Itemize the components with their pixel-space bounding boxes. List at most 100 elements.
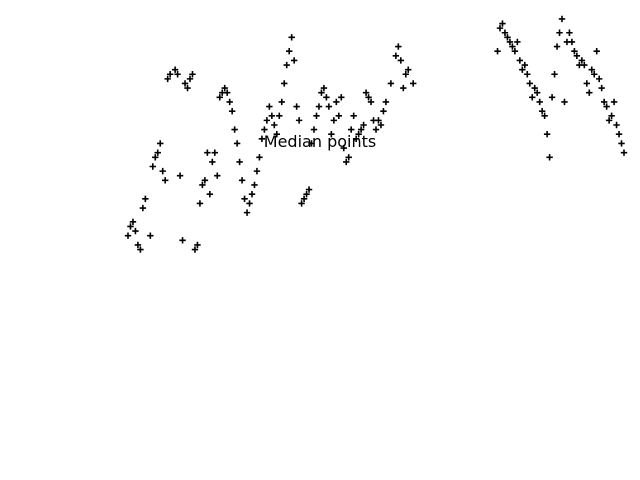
data-point [372,126,380,133]
data-point [571,47,578,55]
data-point [360,121,367,129]
data-point [352,135,360,143]
data-point [300,195,308,202]
data-point [162,177,169,184]
data-point [124,232,132,239]
data-point [380,107,387,115]
data-point [166,71,174,78]
data-point [295,117,303,124]
data-point [402,71,409,78]
data-point [335,112,342,119]
data-point [543,131,551,138]
data-point [323,94,330,101]
data-point [189,71,196,78]
data-point [206,190,214,198]
data-point [261,126,268,133]
data-point [536,98,543,106]
data-point [620,149,628,156]
data-point [365,94,372,101]
data-point [228,107,236,115]
data-point [276,112,283,119]
data-point [382,98,390,106]
data-point [199,181,206,189]
data-point [137,246,144,253]
data-point [509,43,516,50]
data-point [618,140,625,147]
data-point [221,84,228,92]
data-point [608,112,615,119]
data-point [573,52,581,59]
data-point [233,140,241,147]
data-point [387,80,395,87]
data-point [132,227,139,235]
data-point [600,98,608,106]
data-point [231,126,238,133]
data-point [377,121,385,129]
data-point [157,140,164,147]
data-point [343,158,350,166]
data-point [298,200,305,207]
data-point [526,80,533,87]
data-point [283,61,290,69]
data-point [357,126,365,133]
data-point [529,94,536,101]
data-point [405,66,412,73]
data-point [561,98,568,106]
data-point [134,241,142,249]
data-point [253,167,261,175]
data-point [375,117,382,124]
data-point [147,232,154,239]
data-point [186,75,194,83]
data-point [514,38,521,46]
data-point [305,186,313,193]
data-point [310,126,318,133]
data-point [273,131,280,138]
data-point [209,158,216,166]
data-point [127,223,134,230]
data-point [149,163,156,170]
data-point [588,66,595,73]
data-point [241,195,248,202]
data-point [318,89,325,96]
data-point [179,237,186,244]
data-point [355,131,362,138]
data-point [315,103,323,110]
data-point [308,140,315,147]
data-point [367,98,375,106]
data-point [248,190,256,198]
data-point [226,98,233,106]
data-point [581,61,588,69]
data-point [397,57,404,64]
data-point [524,71,531,78]
data-point [578,57,586,64]
data-point [152,154,159,161]
data-point [171,66,179,73]
data-point [546,154,553,161]
data-point [348,126,355,133]
data-point [531,84,538,92]
data-point [603,103,610,110]
data-point [328,131,335,138]
data-point [139,204,147,212]
data-point [303,190,310,198]
data-point [236,158,243,166]
data-point [176,172,184,179]
data-point [494,47,501,55]
data-point [293,103,300,110]
data-point [551,71,558,78]
data-point [362,89,370,96]
data-point [216,94,223,101]
data-point [521,61,528,69]
data-point [258,135,266,143]
data-point [154,149,161,156]
data-point [191,246,199,253]
chart-title: Median points [263,132,377,151]
data-point [263,117,271,124]
data-point [591,71,598,78]
data-point [568,38,576,46]
data-point [605,117,613,124]
data-point [251,181,258,189]
data-point [338,94,345,101]
data-point [194,241,201,249]
